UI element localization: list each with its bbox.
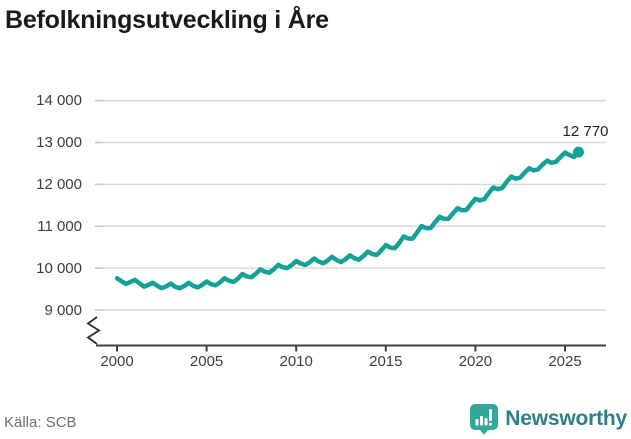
y-tick-label: 11 000 xyxy=(37,217,82,235)
x-tick-label: 2025 xyxy=(548,353,582,370)
x-tick-label: 2010 xyxy=(279,353,313,370)
gridlines xyxy=(95,99,606,311)
newsworthy-icon xyxy=(470,403,499,435)
latest-value-label: 12 770 xyxy=(562,123,609,140)
page-title: Befolkningsutveckling i Åre xyxy=(5,6,329,34)
x-tick-label: 2005 xyxy=(189,353,224,370)
population-series-line xyxy=(114,146,584,291)
axis-break-icon xyxy=(86,316,101,345)
y-tick-label: 12 000 xyxy=(36,175,82,193)
newsworthy-wordmark: Newsworthy xyxy=(505,407,627,430)
x-tick-label: 2015 xyxy=(369,353,403,370)
y-tick-label: 9 000 xyxy=(44,301,82,319)
x-axis xyxy=(96,344,606,352)
newsworthy-logo: Newsworthy xyxy=(470,403,627,435)
y-tick-label: 13 000 xyxy=(36,134,82,151)
x-tick-label: 2000 xyxy=(100,353,134,370)
x-tick-label: 2020 xyxy=(458,353,493,370)
y-tick-label: 14 000 xyxy=(36,92,82,110)
source-label: Källa: SCB xyxy=(4,414,77,431)
y-tick-label: 10 000 xyxy=(36,259,82,277)
